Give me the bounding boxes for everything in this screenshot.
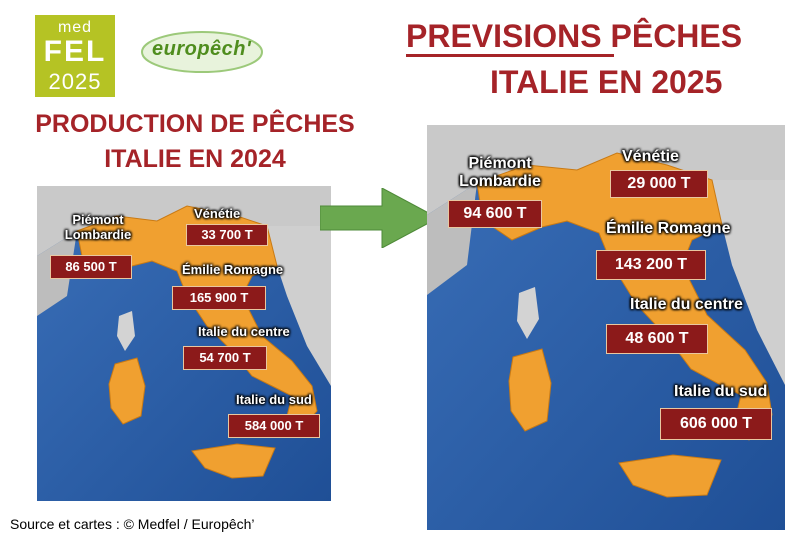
left-value-emilie-romagne: 165 900 T — [172, 286, 266, 310]
right-value-italie-centre: 48 600 T — [606, 324, 708, 354]
right-title-rest: PÊCHES — [601, 18, 743, 54]
left-title-line1: PRODUCTION DE PÊCHES — [35, 110, 355, 138]
left-label-emilie-romagne: Émilie Romagne — [182, 262, 284, 277]
medfel-logo-line3: 2025 — [48, 69, 102, 94]
left-map-italy — [37, 186, 331, 501]
right-value-italie-sud: 606 000 T — [660, 408, 772, 440]
green-arrow-icon — [320, 188, 438, 248]
source-caption: Source et cartes : © Medfel / Europêch’ — [10, 516, 255, 532]
left-label-piemont-lombardie-text: Piémont Lombardie — [64, 212, 132, 242]
right-label-italie-centre: Italie du centre — [630, 296, 743, 313]
right-label-venetie: Vénétie — [622, 148, 679, 165]
right-value-piemont-lombardie: 94 600 T — [448, 200, 542, 228]
medfel-logo-line2: FEL — [43, 35, 107, 68]
right-label-piemont-lombardie: Piémont Lombardie — [450, 155, 550, 191]
left-map-graphic — [37, 186, 331, 501]
europech-logo-text: europêch' — [152, 38, 252, 60]
left-label-piemont-lombardie: Piémont Lombardie — [58, 212, 138, 242]
left-value-piemont-lombardie: 86 500 T — [50, 255, 132, 279]
medfel-logo-line1: med — [57, 19, 93, 36]
right-label-italie-sud: Italie du sud — [674, 383, 768, 400]
left-label-italie-sud: Italie du sud — [236, 392, 312, 407]
left-label-italie-centre: Italie du centre — [198, 324, 290, 339]
right-title-underlined-word: PREVISIONS — [406, 18, 602, 54]
right-value-emilie-romagne: 143 200 T — [596, 250, 706, 280]
right-title-underline — [406, 54, 614, 57]
right-title-line1: PREVISIONS PÊCHES — [406, 16, 742, 56]
medfel-logo: med FEL 2025 — [35, 15, 115, 97]
right-value-venetie: 29 000 T — [610, 170, 708, 198]
right-title-line2: ITALIE EN 2025 — [490, 64, 723, 100]
left-title-line2: ITALIE EN 2024 — [104, 145, 286, 173]
left-value-venetie: 33 700 T — [186, 224, 268, 246]
right-label-piemont-lombardie-text: Piémont Lombardie — [459, 155, 541, 190]
left-label-venetie: Vénétie — [194, 206, 241, 221]
europech-logo-swoosh — [141, 31, 263, 73]
left-value-italie-centre: 54 700 T — [183, 346, 267, 370]
right-label-emilie-romagne: Émilie Romagne — [606, 220, 731, 237]
left-value-italie-sud: 584 000 T — [228, 414, 320, 438]
